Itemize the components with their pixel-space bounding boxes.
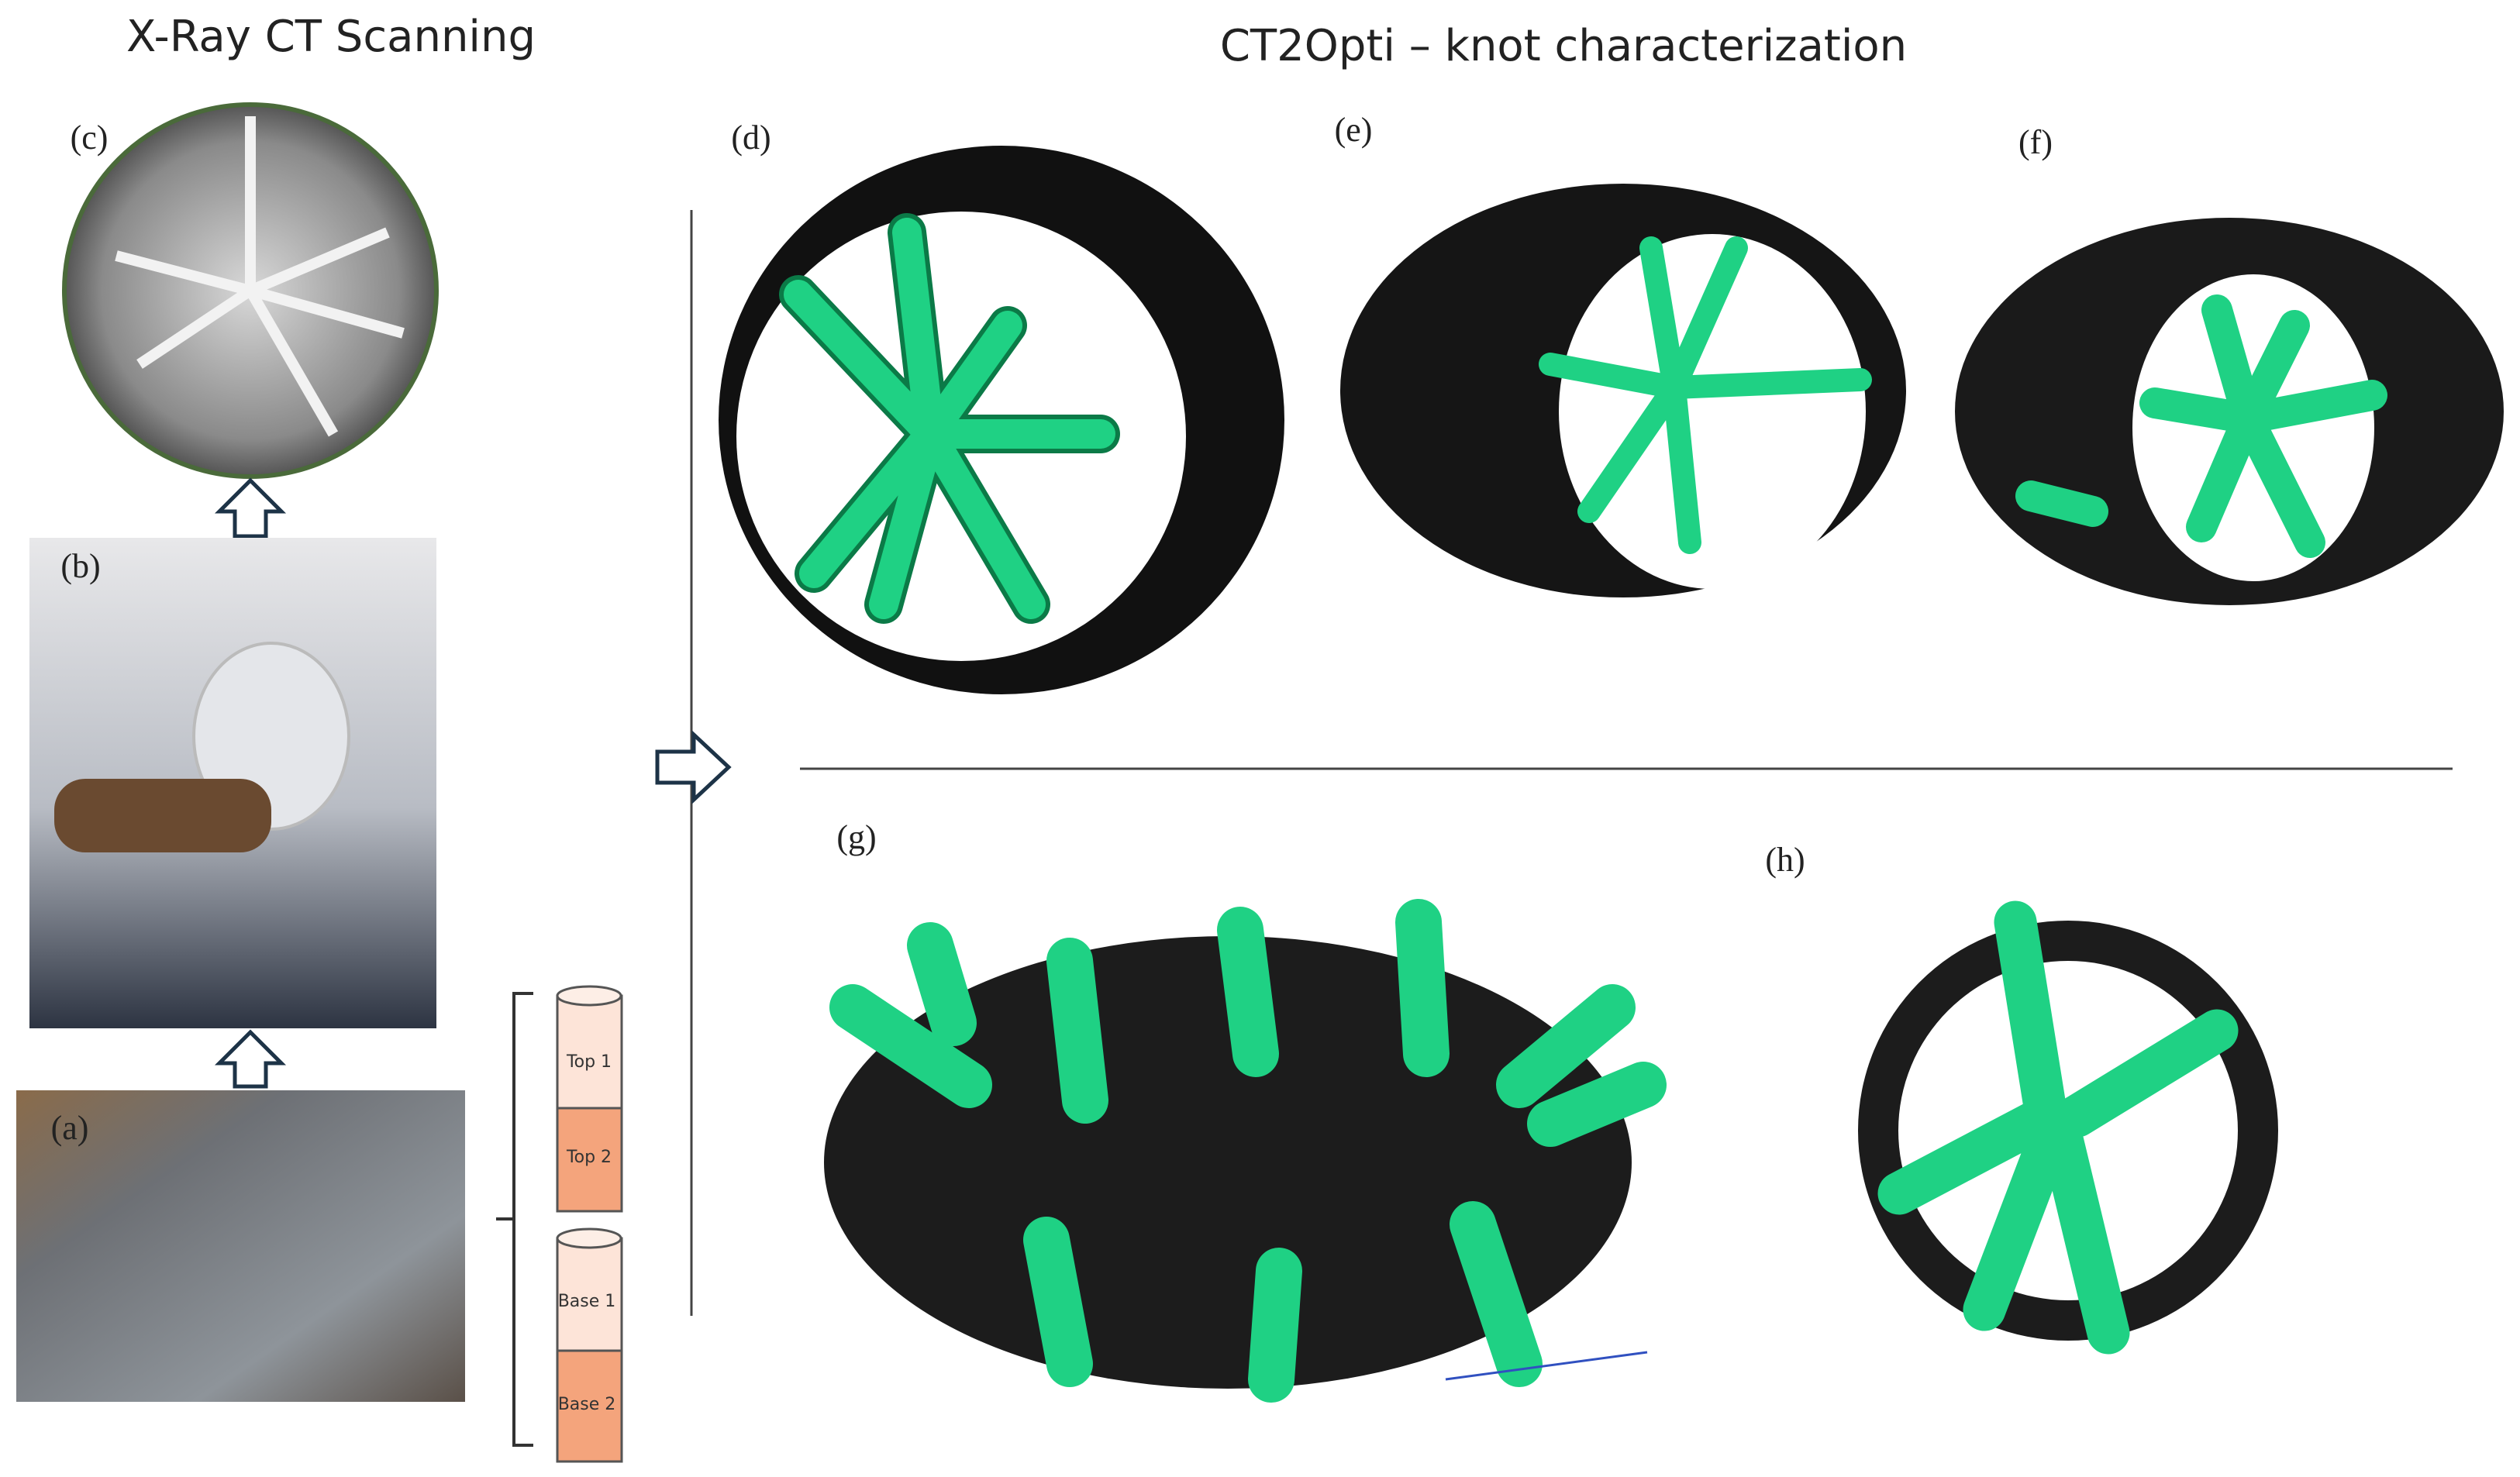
title: CT2Opti – knot characterization (1220, 21, 1907, 71)
arrow (655, 730, 732, 804)
panel-label: (h) (1765, 841, 1805, 879)
bracket (496, 992, 533, 1447)
knots (2015, 294, 2387, 558)
cylinder-label: Base 1 (558, 1292, 616, 1311)
panel-label: (a) (51, 1109, 89, 1147)
cylinder (556, 1237, 623, 1352)
slice-knots (115, 116, 405, 437)
log (54, 779, 271, 852)
cylinder-top (556, 1227, 622, 1249)
log-photo (16, 1090, 465, 1402)
cylinder-label: Top 2 (566, 1148, 612, 1167)
cylinder (556, 1107, 623, 1213)
knots (1877, 900, 2239, 1355)
panel-label: (e) (1335, 111, 1373, 149)
cylinder-label: Top 1 (566, 1052, 612, 1072)
knots (829, 899, 1667, 1403)
panel-label: (b) (60, 547, 100, 585)
log-hole (1559, 234, 1866, 589)
cylinder (556, 1349, 623, 1463)
knots (784, 218, 1115, 619)
arrow (214, 477, 287, 539)
title: X-Ray CT Scanning (126, 12, 536, 62)
knots (1539, 236, 1872, 554)
scale-line (1445, 1351, 1648, 1381)
arrow (214, 1029, 287, 1089)
cylinder-label: Base 2 (558, 1395, 616, 1414)
cylinder-top (556, 985, 622, 1007)
panel-label: (g) (836, 818, 876, 856)
panel-label: (d) (731, 119, 770, 157)
panel-label: (f) (2018, 123, 2053, 161)
panel-label: (c) (71, 119, 109, 157)
